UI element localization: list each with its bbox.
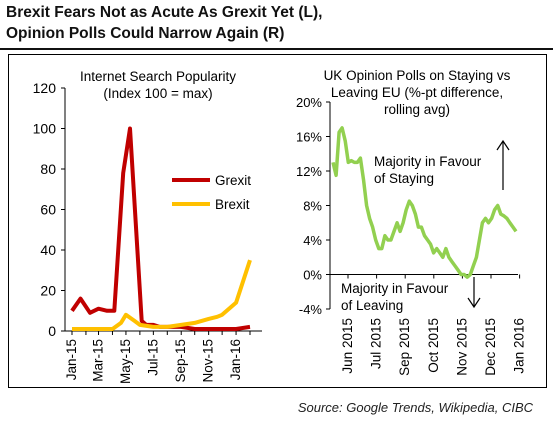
left-y-tick-label: 40 <box>40 242 56 258</box>
leaving-annotation-line-2: of Leaving <box>341 298 403 313</box>
right-y-tick-label: 12% <box>296 164 322 179</box>
down-arrow-icon <box>467 277 481 309</box>
chart-frame <box>8 54 547 388</box>
right-y-tick-label: 0% <box>303 268 322 283</box>
chart-title-line-1: Brexit Fears Not as Acute As Grexit Yet … <box>6 4 323 21</box>
chart-title: Brexit Fears Not as Acute As Grexit Yet … <box>6 2 322 44</box>
left-x-tick-label: Jan-16 <box>228 339 243 380</box>
right-y-tick-label: 8% <box>303 199 322 214</box>
left-x-tick-label: May-15 <box>118 339 133 384</box>
series-line-brexit <box>72 259 252 331</box>
leaving-annotation-line-1: Majority in Favour <box>341 281 449 296</box>
right-y-tick-label: 16% <box>296 130 322 145</box>
left-x-tick-label: Jul-15 <box>145 339 160 376</box>
right-x-tick-label: Dec 2015 <box>483 318 498 376</box>
right-x-tick-label: Oct 2015 <box>426 318 441 373</box>
right-y-tick-label: 4% <box>303 233 322 248</box>
right-x-tick-label: Jan 2016 <box>512 318 527 374</box>
left-x-tick-label: Sep-15 <box>173 339 188 383</box>
right-x-tick-label: Jul 2015 <box>369 318 384 369</box>
left-y-tick-label: 80 <box>40 161 56 177</box>
up-arrow-icon <box>496 139 510 190</box>
left-x-tick-label: Mar-15 <box>91 339 106 382</box>
title-rule <box>0 48 553 50</box>
left-chart-title-line-2: (Index 100 = max) <box>103 86 212 101</box>
left-y-tick-label: 120 <box>33 80 57 96</box>
left-x-tick-label: Jan-15 <box>64 339 79 380</box>
right-x-tick-label: Jun 2015 <box>340 318 355 374</box>
right-chart-title-line-1: UK Opinion Polls on Staying vs <box>324 68 511 83</box>
legend-grexit-label: Grexit <box>215 173 251 188</box>
left-x-tick-label: Nov-15 <box>201 339 216 383</box>
right-x-tick-label: Sep 2015 <box>397 318 412 376</box>
right-x-tick-label: Nov 2015 <box>454 318 469 376</box>
chart-title-line-2: Opinion Polls Could Narrow Again (R) <box>6 25 285 42</box>
right-y-tick-label: -4% <box>299 302 323 317</box>
left-chart-title-line-1: Internet Search Popularity <box>80 69 236 84</box>
left-y-tick-label: 60 <box>40 202 56 218</box>
staying-annotation-line-2: of Staying <box>374 171 434 186</box>
source-note: Source: Google Trends, Wikipedia, CIBC <box>297 400 533 415</box>
left-y-tick-label: 0 <box>48 323 56 339</box>
series-line-poll-difference <box>331 126 518 279</box>
staying-annotation-line-1: Majority in Favour <box>374 154 482 169</box>
left-y-tick-label: 100 <box>33 121 57 137</box>
right-chart-title-line-3: rolling avg) <box>384 102 450 117</box>
left-y-tick-label: 20 <box>40 283 56 299</box>
right-chart-title-line-2: Leaving EU (%-pt difference, <box>331 85 503 100</box>
legend-brexit-label: Brexit <box>215 197 250 212</box>
right-y-tick-label: 20% <box>296 95 322 110</box>
